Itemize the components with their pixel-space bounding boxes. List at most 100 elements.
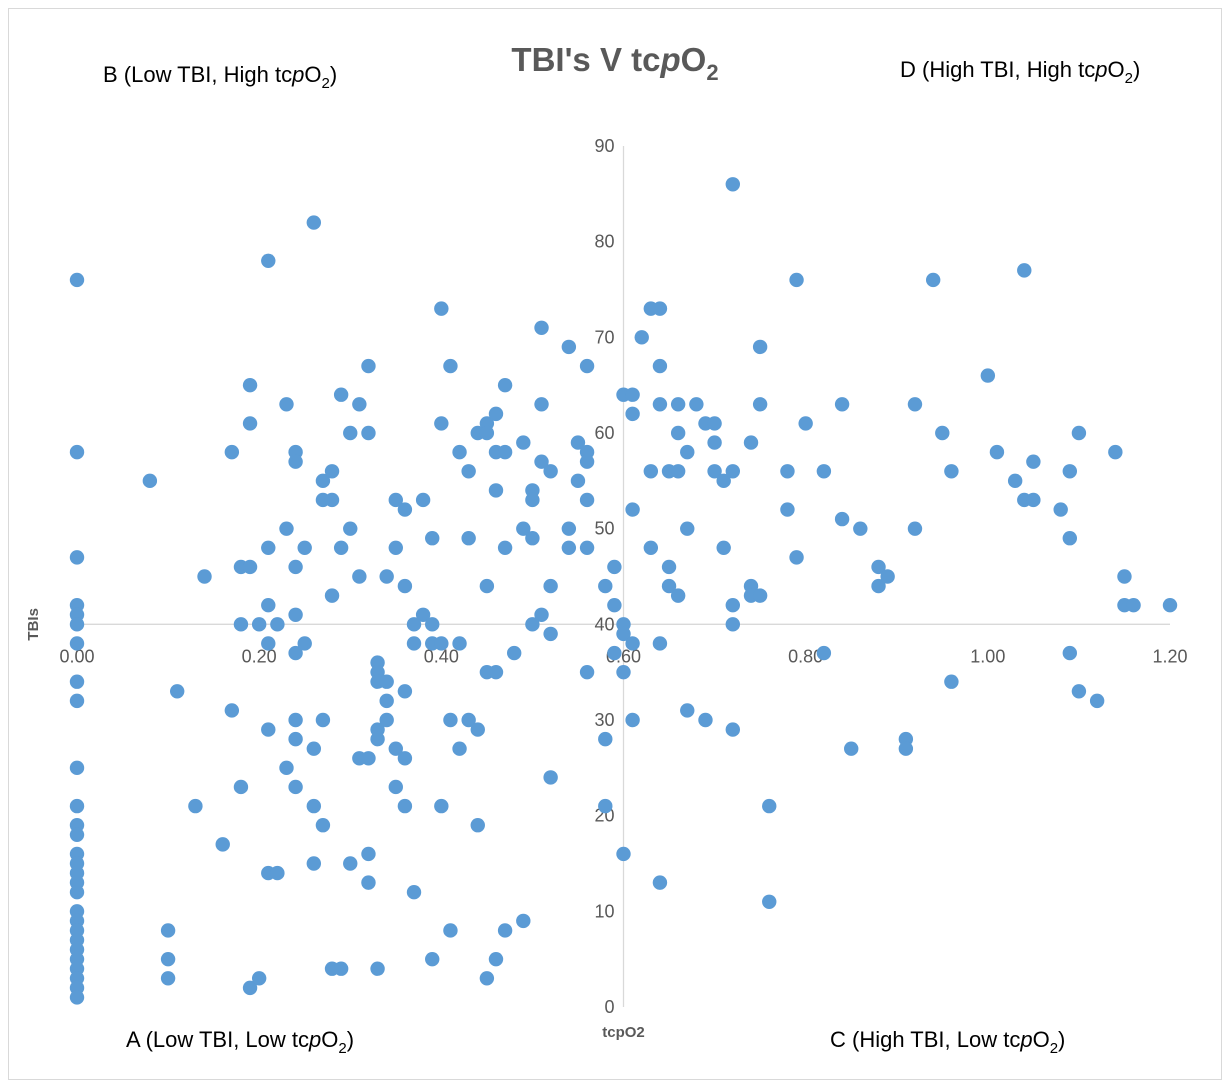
data-point — [925, 272, 941, 288]
data-point — [853, 521, 868, 536]
data-point — [261, 540, 276, 555]
data-point — [834, 511, 850, 527]
data-point — [1053, 502, 1068, 517]
quadrant-labels: B (Low TBI, High tcpO2) D (High TBI, High… — [103, 57, 1140, 1057]
data-point — [188, 798, 203, 814]
data-point — [1089, 693, 1105, 709]
data-point — [452, 444, 467, 460]
data-point — [251, 617, 267, 632]
data-point — [397, 798, 413, 814]
data-point — [479, 578, 495, 594]
data-point — [343, 425, 358, 441]
data-point — [379, 569, 394, 584]
data-point — [379, 693, 394, 709]
data-point — [598, 578, 613, 594]
data-point — [270, 617, 285, 632]
data-point — [743, 435, 759, 450]
data-point — [306, 741, 322, 756]
data-point — [525, 617, 540, 632]
data-point — [160, 923, 176, 938]
data-point — [1017, 263, 1032, 278]
data-point — [488, 406, 504, 422]
data-point — [333, 387, 349, 402]
data-point — [352, 397, 367, 412]
data-point — [579, 358, 595, 374]
quadrant-label-c: C (High TBI, Low tcpO2) — [830, 1027, 1065, 1057]
quadrant-label-b: B (Low TBI, High tcpO2) — [103, 62, 337, 92]
data-point — [516, 435, 531, 450]
data-point — [415, 607, 431, 622]
data-point — [160, 971, 176, 986]
data-point — [443, 358, 458, 374]
data-point — [680, 703, 695, 718]
data-point — [543, 578, 558, 594]
data-point — [652, 358, 668, 374]
data-point — [288, 559, 303, 575]
data-point — [306, 215, 322, 230]
data-point — [643, 540, 659, 555]
y-tick-label: 60 — [594, 423, 614, 443]
data-point — [261, 253, 276, 268]
data-points — [69, 177, 1178, 1005]
data-point — [1126, 598, 1141, 613]
data-point — [598, 731, 613, 747]
data-point — [1026, 492, 1041, 508]
data-point — [507, 645, 522, 661]
data-point — [370, 731, 385, 747]
data-point — [479, 971, 495, 986]
data-point — [388, 741, 403, 756]
data-point — [297, 636, 312, 651]
data-point — [160, 951, 176, 967]
x-tick-label: 0.20 — [242, 646, 277, 666]
data-point — [762, 894, 777, 909]
data-point — [707, 416, 722, 431]
data-point — [215, 837, 230, 852]
data-point — [397, 684, 413, 699]
data-point — [233, 617, 249, 632]
data-point — [425, 617, 440, 632]
y-tick-label: 10 — [594, 901, 614, 921]
data-point — [780, 502, 795, 517]
data-point — [261, 636, 276, 651]
data-point — [488, 951, 504, 967]
data-point — [288, 454, 303, 469]
data-point — [69, 444, 85, 460]
data-point — [1062, 645, 1078, 661]
data-point — [634, 330, 649, 345]
data-point — [288, 645, 303, 661]
data-point — [434, 301, 449, 316]
data-point — [816, 645, 832, 661]
data-point — [652, 875, 668, 890]
quadrant-label-a: A (Low TBI, Low tcpO2) — [126, 1027, 354, 1057]
data-point — [616, 664, 631, 680]
data-point — [652, 301, 668, 316]
data-point — [670, 588, 686, 603]
data-point — [725, 464, 740, 479]
y-tick-label: 0 — [604, 997, 614, 1017]
data-point — [598, 798, 613, 814]
data-point — [698, 712, 713, 728]
data-point — [561, 521, 577, 536]
data-point — [425, 531, 440, 546]
data-point — [625, 406, 640, 422]
data-point — [397, 751, 413, 766]
data-point — [434, 636, 449, 651]
data-point — [561, 540, 577, 555]
data-point — [169, 684, 185, 699]
data-point — [625, 636, 640, 651]
data-point — [534, 320, 549, 335]
data-point — [1007, 473, 1023, 489]
data-point — [288, 779, 303, 795]
data-point — [306, 798, 322, 814]
data-point — [607, 645, 622, 661]
data-point — [497, 444, 513, 460]
data-point — [789, 550, 804, 565]
quadrant-label-d: D (High TBI, High tcpO2) — [900, 57, 1140, 87]
y-tick-label: 30 — [594, 710, 614, 730]
data-point — [497, 540, 513, 555]
chart-title: TBI's V tcpO2 — [511, 41, 718, 85]
data-point — [69, 990, 85, 1005]
data-point — [543, 464, 558, 479]
x-axis-label: tcpO2 — [602, 1024, 645, 1041]
